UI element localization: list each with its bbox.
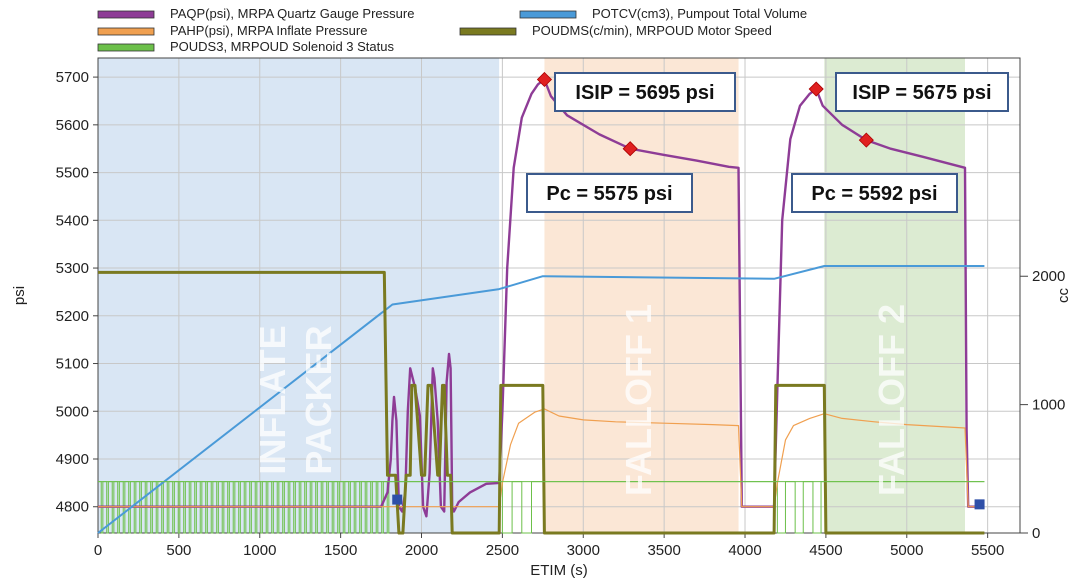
callout-point-1 <box>536 71 553 88</box>
x-tick-label-11: 5500 <box>971 542 1004 559</box>
x-tick-label-9: 4500 <box>809 542 842 559</box>
region-label-2-1: FALLOFF 1 <box>618 304 659 496</box>
callout-point-4 <box>858 132 874 148</box>
legend-label-4: POUDMS(c/min), MRPOUD Motor Speed <box>532 23 772 38</box>
y2-tick-label-0: 0 <box>1032 525 1040 542</box>
legend-label-1: PAQP(psi), MRPA Quartz Gauge Pressure <box>170 6 414 21</box>
shaded-regions <box>98 58 966 533</box>
x-tick-label-7: 3500 <box>647 542 680 559</box>
y-tick-label-8: 5600 <box>56 117 89 134</box>
x-tick-label-5: 2500 <box>486 542 519 559</box>
x-tick-label-3: 1500 <box>324 542 357 559</box>
series-3-line <box>97 265 985 534</box>
y-tick-label-6: 5400 <box>56 212 89 229</box>
legend-swatch-1 <box>97 10 155 19</box>
y2-tick-label-1: 1000 <box>1032 397 1065 414</box>
callouts: ISIP = 5695 psi Pc = 5575 psi ISIP = 5675 … <box>526 71 1009 213</box>
y-tick-label-7: 5500 <box>56 165 89 182</box>
markers <box>392 494 985 510</box>
region-3 <box>824 58 966 533</box>
x-tick-label-0: 0 <box>94 542 102 559</box>
y-tick-label-4: 5200 <box>56 308 89 325</box>
region-labels: INFLATE PACKER FALLOFF 1 FALLOFF 2 <box>252 304 912 496</box>
callout-point-3 <box>808 81 824 97</box>
series-4-line <box>98 270 985 535</box>
x-tick-label-1: 500 <box>166 542 191 559</box>
region-label-3-1: FALLOFF 2 <box>871 304 912 496</box>
region-1 <box>98 58 500 533</box>
y-tick-label-9: 5700 <box>56 69 89 86</box>
legend-swatch-2 <box>519 10 577 19</box>
callout-label-3: ISIP = 5675 psi <box>852 82 991 104</box>
series-lines <box>97 78 985 535</box>
x-tick-label-2: 1000 <box>243 542 276 559</box>
legend: PAQP(psi), MRPA Quartz Gauge Pressure POT… <box>97 6 807 54</box>
y-tick-label-0: 4800 <box>56 499 89 516</box>
legend-swatch-4 <box>459 27 517 36</box>
x-tick-label-10: 5000 <box>890 542 923 559</box>
legend-swatch-3 <box>97 27 155 36</box>
axes: 0 500 1000 1500 2000 2500 3000 3500 4000 4500 5000… <box>11 57 1072 578</box>
y-tick-label-5: 5300 <box>56 260 89 277</box>
callout-label-2: Pc = 5575 psi <box>546 183 672 205</box>
x-axis-label: ETIM (s) <box>530 562 588 578</box>
region-2 <box>544 58 739 533</box>
y-tick-label-2: 5000 <box>56 403 89 420</box>
y2-tick-label-2: 2000 <box>1032 268 1065 285</box>
marker-square-1 <box>392 494 403 505</box>
y-tick-label-1: 4900 <box>56 451 89 468</box>
callout-label-1: ISIP = 5695 psi <box>575 82 714 104</box>
legend-label-5: POUDS3, MRPOUD Solenoid 3 Status <box>170 39 394 54</box>
y-axis-label: psi <box>11 286 28 305</box>
callout-box-4 <box>791 173 958 213</box>
x-tick-label-6: 3000 <box>567 542 600 559</box>
callout-point-2 <box>622 141 638 157</box>
x-tick-label-8: 4000 <box>728 542 761 559</box>
callout-box-1 <box>554 72 736 112</box>
callout-box-3 <box>835 72 1009 112</box>
y2-axis-label: cc <box>1055 288 1072 304</box>
callout-label-4: Pc = 5592 psi <box>811 183 937 205</box>
legend-label-2: POTCV(cm3), Pumpout Total Volume <box>592 6 807 21</box>
legend-label-3: PAHP(psi), MRPA Inflate Pressure <box>170 23 367 38</box>
region-label-1-2: PACKER <box>298 325 339 474</box>
callout-box-2 <box>526 173 693 213</box>
x-tick-label-4: 2000 <box>405 542 438 559</box>
region-label-1-1: INFLATE <box>252 325 293 474</box>
series-2-line <box>98 408 985 508</box>
marker-square-2 <box>974 499 985 510</box>
legend-swatch-5 <box>97 43 155 52</box>
y-tick-label-3: 5100 <box>56 356 89 373</box>
